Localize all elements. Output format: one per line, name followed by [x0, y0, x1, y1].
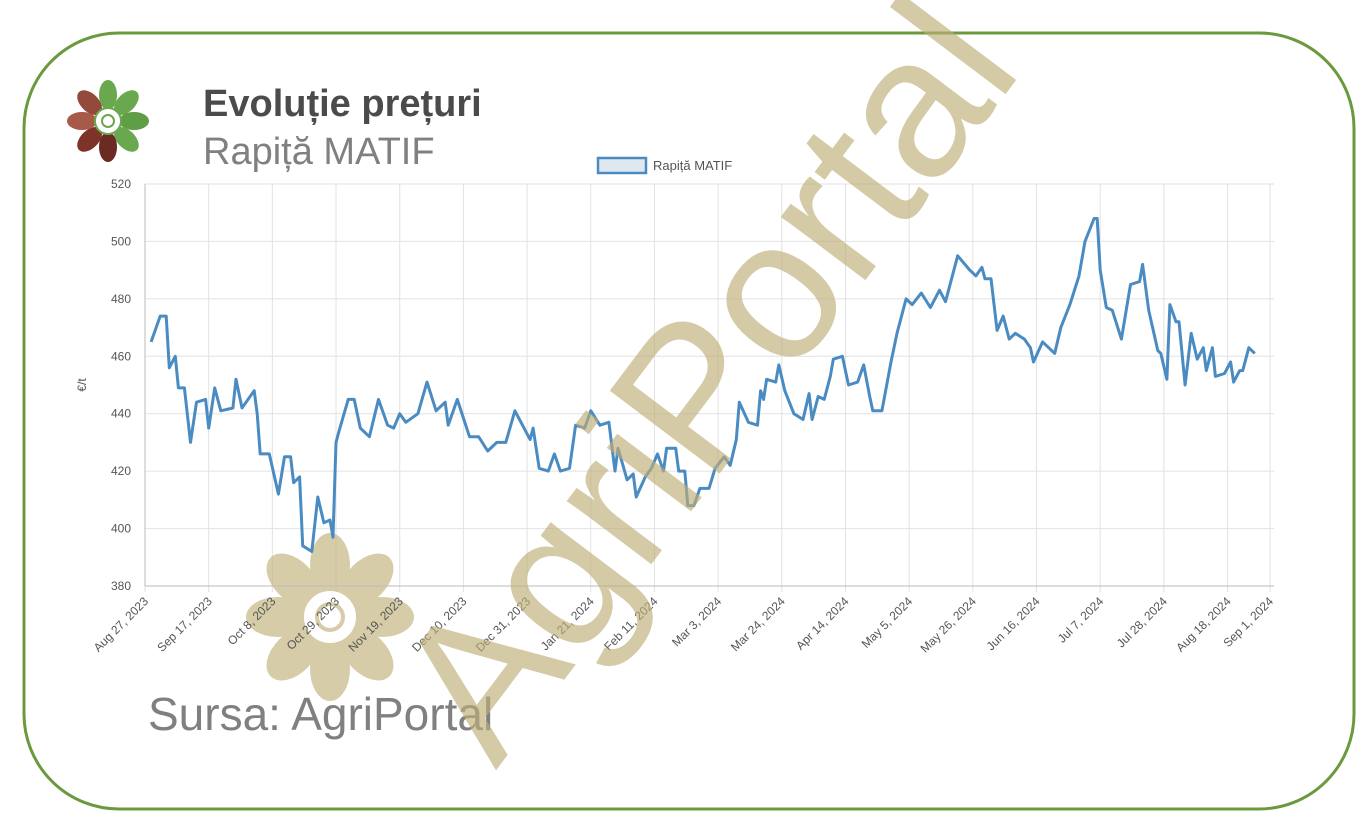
y-tick-label: 460: [111, 349, 131, 363]
y-tick-label: 420: [111, 464, 131, 478]
y-tick-label: 400: [111, 522, 131, 536]
y-axis-label: €/t: [75, 378, 89, 392]
legend-label: Rapiță MATIF: [653, 158, 732, 173]
y-tick-label: 480: [111, 292, 131, 306]
y-tick-label: 500: [111, 234, 131, 248]
y-tick-label: 380: [111, 579, 131, 593]
flower-watermark: [246, 533, 414, 701]
y-tick-label: 520: [111, 177, 131, 191]
legend-swatch: [596, 156, 648, 175]
source: Sursa: AgriPortal: [148, 688, 493, 740]
chart-subtitle: Rapiță MATIF: [203, 131, 435, 173]
chart-title: Evoluție prețuri: [203, 83, 482, 125]
y-tick-label: 440: [111, 407, 131, 421]
line: [149, 217, 1256, 553]
logo: [67, 80, 149, 162]
